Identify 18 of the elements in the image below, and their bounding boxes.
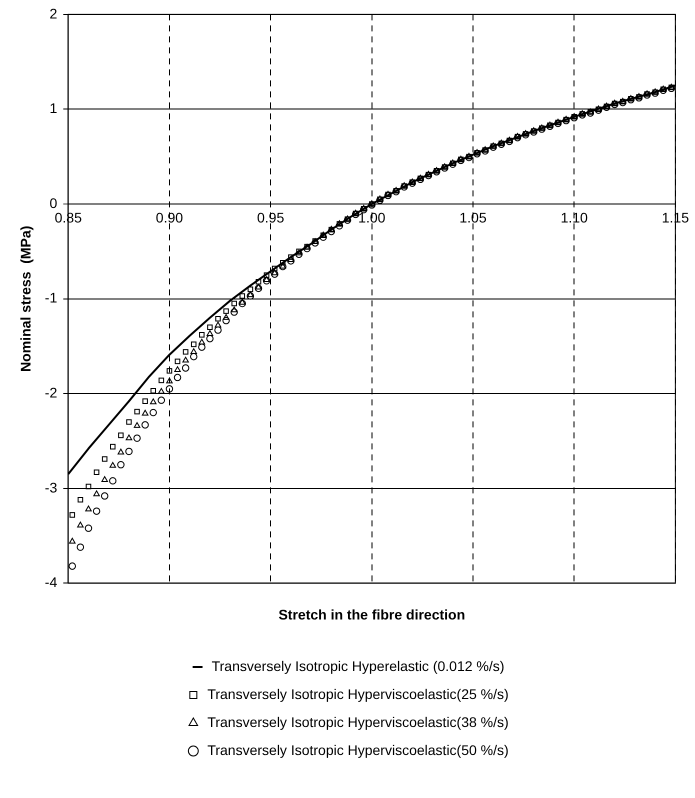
legend-label: Transversely Isotropic Hyperviscoelastic(38 %/s): [207, 714, 509, 730]
y-tick-label: -1: [44, 290, 58, 306]
legend-label: Transversely Isotropic Hyperviscoelastic(50 %/s): [207, 742, 509, 758]
x-axis-title: Stretch in the fibre direction: [278, 606, 466, 622]
y-tick-label: 0: [49, 194, 58, 211]
x-tick-label: 1.10: [560, 209, 588, 226]
y-tick-label: -4: [44, 574, 58, 590]
y-axis-title: Nominal stress (MPa): [17, 226, 34, 372]
legend-label: Transversely Isotropic Hyperelastic (0.012 %/s): [212, 658, 504, 674]
x-tick-label: 1.05: [459, 209, 487, 226]
y-tick-label: 2: [49, 5, 58, 22]
y-tick-label: 1: [49, 100, 58, 116]
x-tick-label: 0.90: [156, 209, 184, 226]
x-tick-label: 0.95: [257, 209, 284, 226]
legend-label: Transversely Isotropic Hyperviscoelastic(25 %/s): [207, 686, 509, 702]
y-tick-label: -3: [44, 479, 58, 496]
x-tick-label: 1.00: [358, 209, 386, 226]
y-tick-label: -2: [44, 384, 58, 400]
